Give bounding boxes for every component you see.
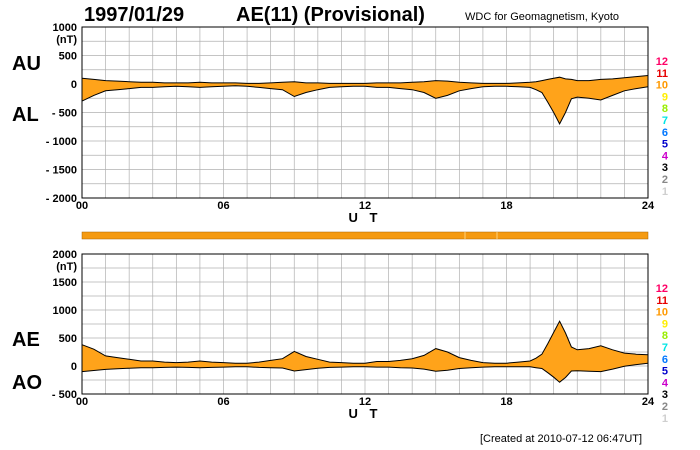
- panel2-legend-level: 8: [662, 330, 668, 342]
- panel2-unit-label: (nT): [56, 261, 77, 273]
- panel2-upper-line: [81, 320, 649, 364]
- panel1-legend-level: 8: [662, 103, 668, 115]
- chart-date: 1997/01/29: [84, 4, 185, 26]
- al-label: AL: [12, 104, 39, 126]
- panel2-ytick-label: 0: [71, 361, 77, 373]
- created-label: [Created at 2010-07-12 06:47UT]: [480, 433, 643, 445]
- ae-label: AE: [12, 329, 40, 351]
- panel2-xtick-label: 06: [217, 396, 229, 408]
- panel2-frame: [81, 253, 649, 395]
- panel1-ytick-label: - 500: [52, 108, 77, 120]
- panel1-xtick-label: 24: [642, 200, 655, 212]
- panel1-legend-level: 1: [662, 186, 668, 198]
- panel1-legend-level: 2: [662, 174, 668, 186]
- panel2-legend-level: 9: [662, 318, 668, 330]
- panel1-legend-level: 11: [656, 68, 668, 80]
- panel2-legend-level: 10: [656, 307, 668, 319]
- panel1-legend-level: 7: [662, 115, 668, 127]
- panel2-legend-level: 5: [662, 366, 668, 378]
- panel1-unit-label: (nT): [56, 34, 77, 46]
- panel2-legend-level: 4: [662, 377, 669, 389]
- panel1-upper-line: [81, 75, 649, 84]
- panel1-xaxis-label: U T: [349, 210, 382, 225]
- panel1-xtick-label: 18: [500, 200, 512, 212]
- panel1-xtick-label: 00: [76, 200, 88, 212]
- panel2-xtick-label: 00: [76, 396, 88, 408]
- panel1-frame: [81, 26, 649, 199]
- credit-label: WDC for Geomagnetism, Kyoto: [465, 11, 620, 23]
- panel2-ytick-label: 500: [59, 333, 77, 345]
- panel2-legend-level: 1: [662, 413, 668, 425]
- panel2-legend-level: 2: [662, 401, 668, 413]
- panel1-legend-level: 6: [662, 127, 668, 139]
- panel2-legend-level: 3: [662, 389, 668, 401]
- au-label: AU: [12, 53, 41, 75]
- panel1-ytick-label: - 2000: [46, 193, 77, 205]
- panel2-ytick-label: 1500: [53, 277, 77, 289]
- panel2-ytick-label: - 500: [52, 389, 77, 401]
- panel1-legend-level: 9: [662, 91, 668, 103]
- panel1-ytick-label: 0: [71, 79, 77, 91]
- panel1-ytick-label: 1000: [53, 22, 77, 34]
- ao-label: AO: [12, 372, 42, 394]
- chart-title: AE(11) (Provisional): [236, 4, 425, 26]
- panel2-xaxis-label: U T: [349, 406, 382, 421]
- panel1-ytick-label: - 1500: [46, 165, 77, 177]
- panel2-xtick-label: 12: [359, 396, 371, 408]
- panel1-area-fill: [82, 75, 648, 124]
- panel2-ytick-label: 1000: [53, 305, 77, 317]
- panel2-legend-level: 7: [662, 342, 668, 354]
- panel2-ytick-label: 2000: [53, 249, 77, 261]
- panel1-ytick-label: - 1000: [46, 136, 77, 148]
- panel1-ytick-label: 500: [59, 51, 77, 63]
- panel1-legend-level: 10: [656, 80, 668, 92]
- panel1-lower-line: [81, 85, 649, 125]
- panel1-legend-level: 4: [662, 150, 669, 162]
- panel2-lower-line: [81, 362, 649, 383]
- indicator-bar: [81, 231, 649, 240]
- panel1-xtick-label: 12: [359, 200, 371, 212]
- panel1-legend-level: 12: [656, 56, 668, 68]
- panel1-legend-level: 5: [662, 139, 668, 151]
- panel2-xtick-label: 24: [642, 396, 655, 408]
- panel2-legend-level: 11: [656, 295, 668, 307]
- panel2-legend-level: 12: [656, 283, 668, 295]
- panel1-legend-level: 3: [662, 162, 668, 174]
- panel2-legend-level: 6: [662, 354, 668, 366]
- panel1-xtick-label: 06: [217, 200, 229, 212]
- panel2-xtick-label: 18: [500, 396, 512, 408]
